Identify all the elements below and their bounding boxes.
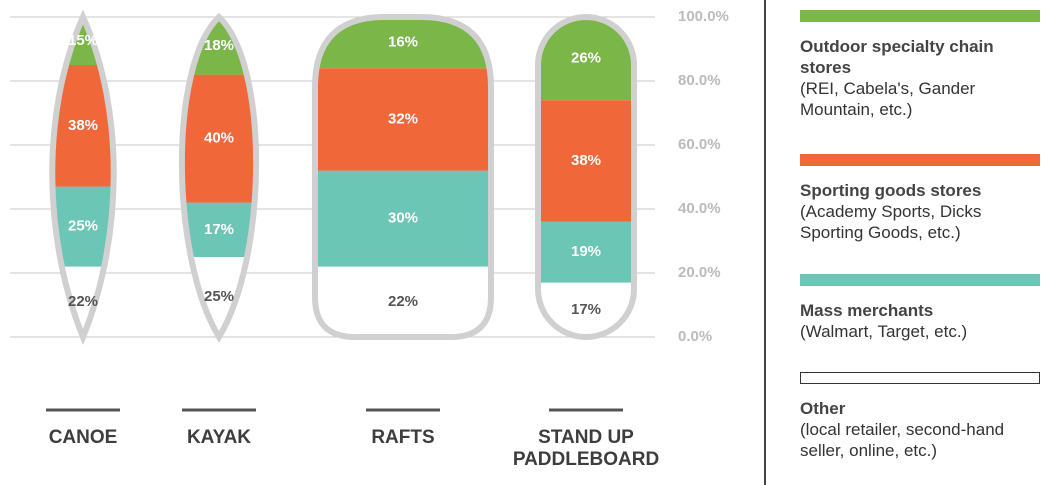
x-tick-label: STAND UP PADDLEBOARD (501, 427, 671, 471)
data-label: 22% (388, 293, 418, 310)
y-tick-label: 20.0% (678, 264, 721, 281)
boat (227, 17, 579, 337)
data-label: 38% (571, 152, 601, 169)
legend-swatch (800, 372, 1040, 384)
data-label: 17% (204, 221, 234, 238)
data-label: 25% (204, 288, 234, 305)
data-label: 18% (204, 37, 234, 54)
legend-description: (Walmart, Target, etc.) (800, 321, 1044, 342)
legend-swatch (800, 10, 1040, 22)
data-label: 22% (68, 293, 98, 310)
boat (5, 17, 161, 337)
data-label: 32% (388, 110, 418, 127)
x-tick-label: RAFTS (318, 427, 488, 449)
data-label: 30% (388, 210, 418, 227)
chart: 0.0% 20.0% 40.0% 60.0% 80.0% 100.0% 22% 25% 38% 1… (0, 0, 1044, 485)
legend-name: Mass merchants (800, 300, 1044, 321)
legend-description: (Academy Sports, Dicks Sporting Goods, e… (800, 201, 1044, 243)
legend-swatch (800, 274, 1040, 286)
legend-entry: Mass merchants(Walmart, Target, etc.) (800, 274, 1044, 342)
y-tick-label: 40.0% (678, 200, 721, 217)
y-tick-label: 0.0% (678, 328, 712, 345)
data-label: 19% (571, 243, 601, 260)
legend-name: Sporting goods stores (800, 180, 1044, 201)
legend-entry: Sporting goods stores(Academy Sports, Di… (800, 154, 1044, 243)
legend-description: (local retailer, second-hand seller, onl… (800, 419, 1044, 461)
data-label: 26% (571, 50, 601, 67)
data-label: 38% (68, 117, 98, 134)
y-tick-label: 60.0% (678, 136, 721, 153)
legend-description: (REI, Cabela's, Gander Mountain, etc.) (800, 78, 1044, 120)
data-label: 17% (571, 301, 601, 318)
x-tick-label: KAYAK (134, 427, 304, 449)
y-tick-label: 80.0% (678, 72, 721, 89)
data-label: 40% (204, 130, 234, 147)
legend-name: Outdoor specialty chain stores (800, 36, 1044, 78)
data-label: 25% (68, 218, 98, 235)
legend-name: Other (800, 398, 1044, 419)
data-label: 16% (388, 34, 418, 51)
legend-entry: Other(local retailer, second-hand seller… (800, 372, 1044, 461)
data-label: 15% (68, 32, 98, 49)
legend-entry: Outdoor specialty chain stores(REI, Cabe… (800, 10, 1044, 120)
legend-swatch (800, 154, 1040, 166)
y-tick-label: 100.0% (678, 8, 729, 25)
